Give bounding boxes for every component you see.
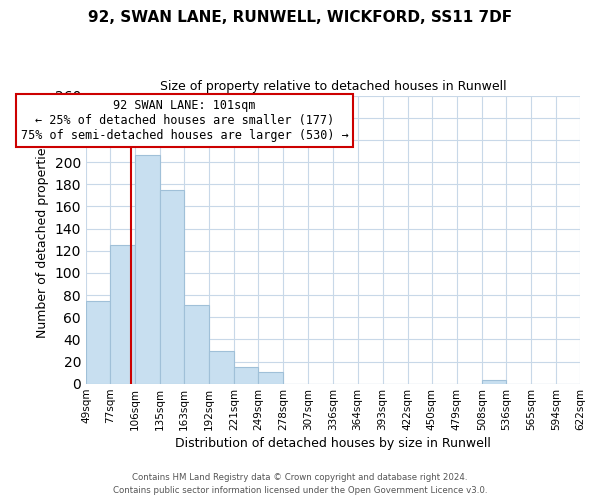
Text: Contains HM Land Registry data © Crown copyright and database right 2024.
Contai: Contains HM Land Registry data © Crown c…	[113, 474, 487, 495]
Bar	[259, 372, 283, 384]
Title: Size of property relative to detached houses in Runwell: Size of property relative to detached ho…	[160, 80, 506, 93]
Bar	[86, 300, 110, 384]
Y-axis label: Number of detached properties: Number of detached properties	[36, 141, 49, 338]
Bar	[209, 350, 234, 384]
Text: 92, SWAN LANE, RUNWELL, WICKFORD, SS11 7DF: 92, SWAN LANE, RUNWELL, WICKFORD, SS11 7…	[88, 10, 512, 25]
Bar	[482, 380, 506, 384]
Bar	[234, 367, 259, 384]
Bar	[135, 156, 160, 384]
X-axis label: Distribution of detached houses by size in Runwell: Distribution of detached houses by size …	[175, 437, 491, 450]
Bar	[160, 190, 184, 384]
Bar	[110, 245, 135, 384]
Bar	[184, 305, 209, 384]
Text: 92 SWAN LANE: 101sqm
← 25% of detached houses are smaller (177)
75% of semi-deta: 92 SWAN LANE: 101sqm ← 25% of detached h…	[21, 99, 349, 142]
